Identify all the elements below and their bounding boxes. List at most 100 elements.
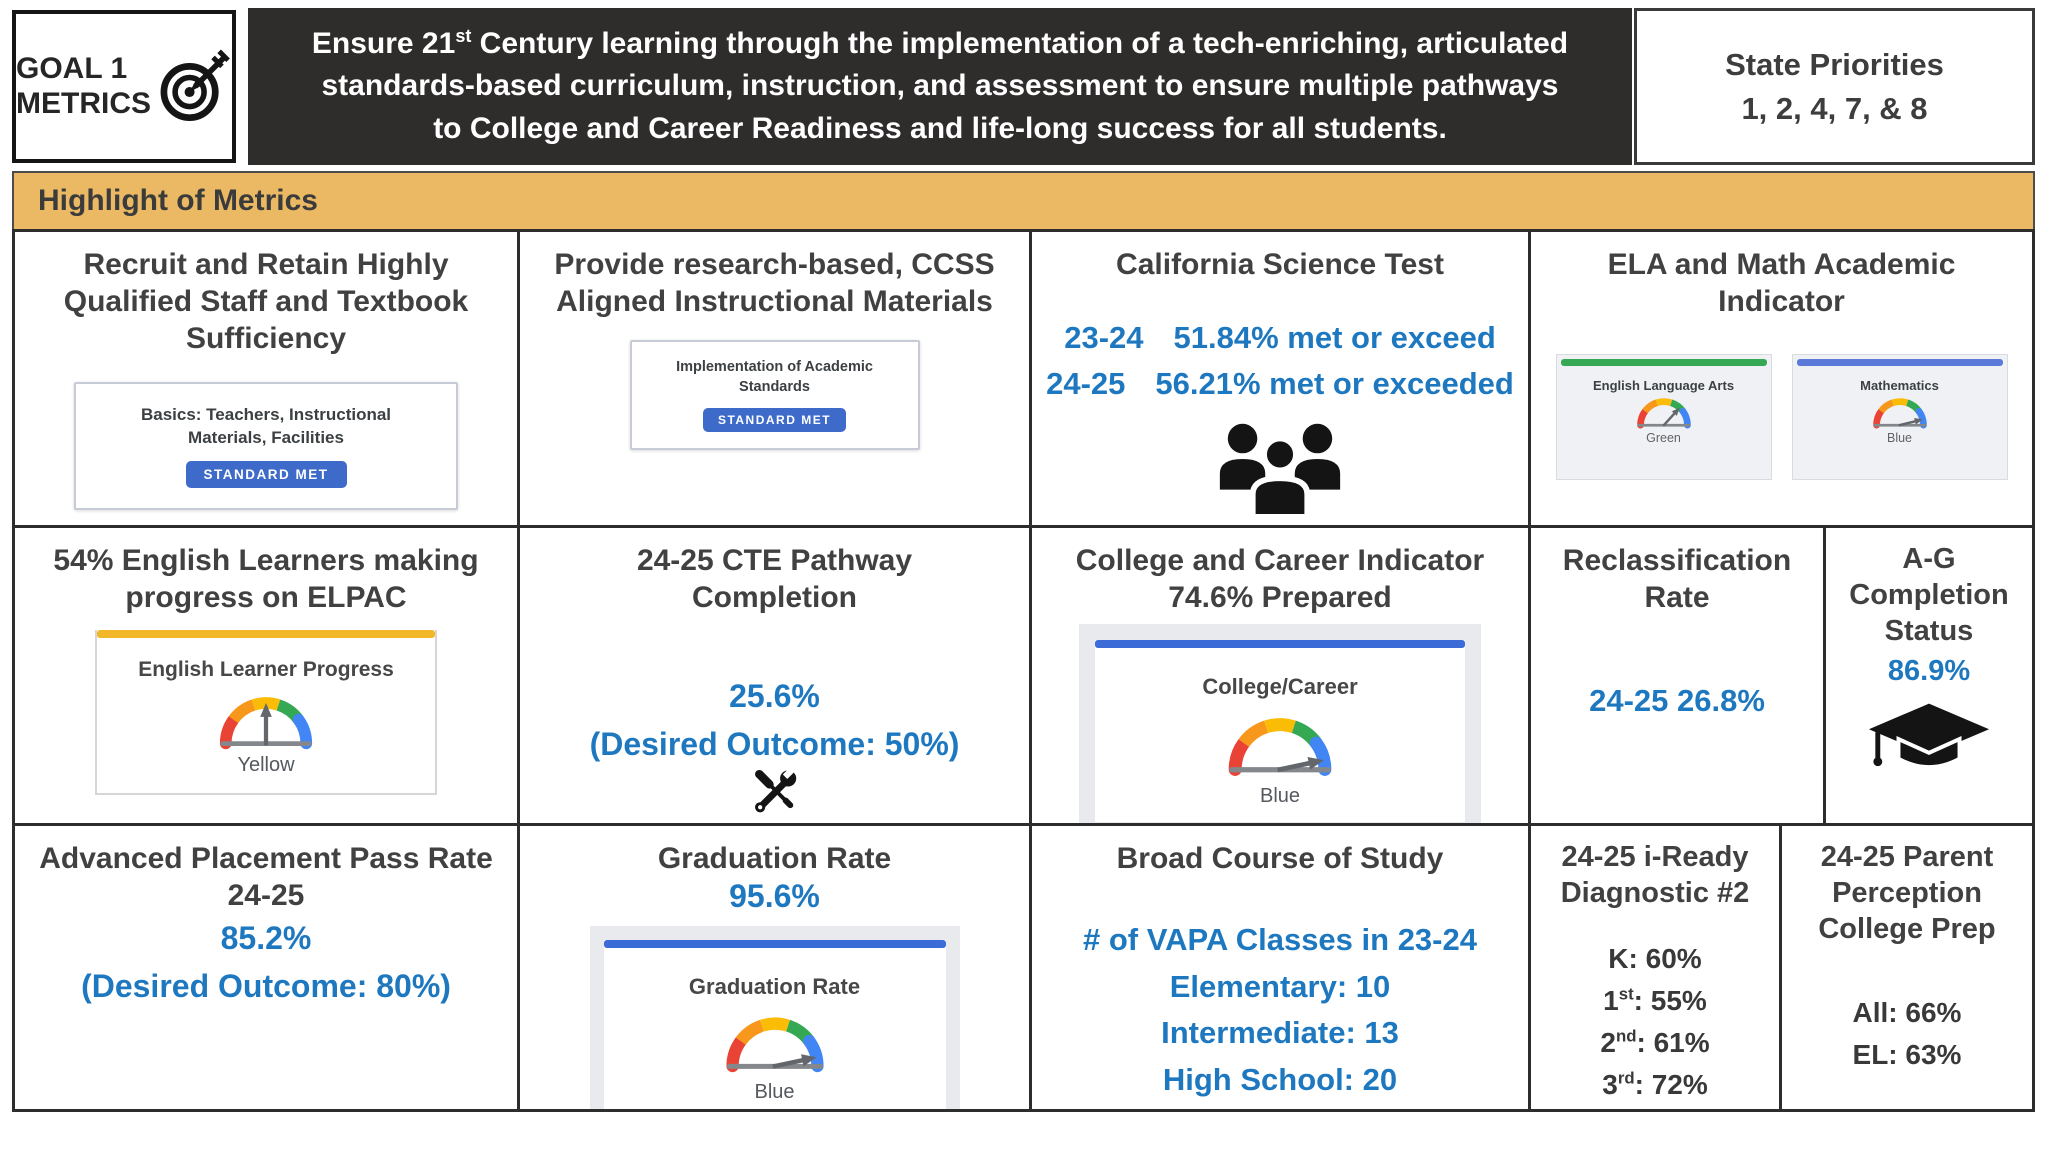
speedometer-gauge-icon [725,1017,824,1072]
goal-title: GOAL 1 METRICS [16,52,151,121]
college-career-gauge-card: College/Career [1095,640,1465,823]
metric-value: 95.6% [729,878,820,915]
metric-title: 24-25 CTE Pathway Completion [636,544,913,615]
goal-title-box: GOAL 1 METRICS [12,10,236,163]
gauge-title: Mathematics [1860,378,1939,394]
vapa-line: Elementary: 10 [1169,968,1391,1004]
metric-value: 24-25 26.8% [1589,683,1765,719]
gauge-title: English Language Arts [1592,378,1735,394]
cell-college-career-indicator: College and Career Indicator 74.6% Prepa… [1032,528,1531,823]
iready-row: 1st: 55% [1603,984,1707,1016]
metric-title: Advanced Placement Pass Rate 24-25 [39,842,493,913]
graduation-cap-icon [1868,703,1990,770]
metric-title: Provide research-based, CCSS Aligned Ins… [554,248,995,319]
metric-title: 24-25 i-Ready Diagnostic #2 [1560,841,1750,909]
metric-title: 54% English Learners making progress on … [53,544,479,615]
speedometer-gauge-icon [219,697,313,750]
goal-line1: GOAL 1 [16,52,128,85]
cell-graduation-rate: Graduation Rate 95.6% Graduation Rate [520,826,1032,1109]
indicator-color-bar [1095,640,1465,649]
crossed-tools-icon [754,765,796,813]
section-title: Highlight of Metrics [38,184,318,217]
standard-met-badge: STANDARD MET [702,407,847,432]
speedometer-gauge-icon [1872,398,1927,429]
metric-value: 86.9% [1887,654,1971,687]
metrics-row-1: Recruit and Retain Highly Qualified Staf… [15,232,2032,528]
card-text: Basics: Teachers, Instructional Material… [140,404,392,447]
college-career-gauge-panel: College/Career [1079,624,1481,823]
graduation-gauge-panel: Graduation Rate [589,925,960,1109]
iready-row: 2nd: 61% [1600,1026,1710,1058]
iready-row: K: 60% [1608,942,1702,974]
mission-statement: Ensure 21st Century learning through the… [248,8,1632,165]
section-header: Highlight of Metrics [12,171,2035,231]
metric-title: California Science Test [1116,248,1444,281]
cell-elpac-progress: 54% English Learners making progress on … [15,528,520,823]
perception-row: EL: 63% [1852,1038,1962,1070]
gauge-title: Graduation Rate [688,973,861,999]
cell-iready-diagnostic: 24-25 i-Ready Diagnostic #2 K: 60% 1st: … [1531,826,1782,1109]
metric-title: 24-25 Parent Perception College Prep [1818,841,1996,945]
metric-title: Broad Course of Study [1116,842,1444,875]
standard-met-card: Basics: Teachers, Instructional Material… [74,381,458,511]
gauge-color-label: Green [1646,431,1681,446]
elpac-gauge-card: English Learner Progress Yellow [95,630,437,796]
metric-title: Graduation Rate [657,842,892,875]
metric-value: 85.2% [220,920,312,957]
speedometer-gauge-icon [1636,398,1691,429]
cell-ela-math-indicator: ELA and Math Academic Indicator English … [1531,232,2032,525]
vapa-line: # of VAPA Classes in 23-24 [1083,922,1477,958]
metric-title: Recruit and Retain Highly Qualified Staf… [63,248,469,356]
metrics-table: Recruit and Retain Highly Qualified Staf… [12,229,2035,1112]
math-indicator-card: Mathematics [1791,354,2008,481]
goal-line2: METRICS [16,86,151,120]
dashboard-indicator-cards: English Language Arts [1555,354,2008,481]
standard-met-badge: STANDARD MET [185,461,347,489]
gauge-color-label: Blue [1886,431,1913,446]
math-color-bar [1796,359,2003,367]
iready-row: 3rd: 72% [1602,1068,1708,1100]
gauge-title: English Learner Progress [138,658,394,682]
state-priorities-values: 1, 2, 4, 7, & 8 [1741,90,1928,126]
iready-results: K: 60% 1st: 55% 2nd: 61% 3rd: 72% [1600,938,1709,1106]
desired-outcome: (Desired Outcome: 80%) [81,968,451,1005]
vapa-line: High School: 20 [1162,1061,1398,1097]
cell-ap-pass-rate: Advanced Placement Pass Rate 24-25 85.2%… [15,826,520,1109]
cell-ag-completion: A-G Completion Status 86.9% [1826,528,2032,823]
graduation-gauge-card: Graduation Rate [603,939,946,1109]
metric-title: Reclassification Rate [1562,544,1792,615]
cell-california-science-test: California Science Test 23-24 51.84% met … [1032,232,1531,525]
cell-staff-textbook: Recruit and Retain Highly Qualified Staf… [15,232,520,525]
metric-value: 25.6% [729,678,820,715]
state-priorities-title: State Priorities [1725,46,1944,82]
cell-instructional-materials: Provide research-based, CCSS Aligned Ins… [520,232,1032,525]
target-arrow-icon [160,49,230,121]
metric-title: A-G Completion Status [1849,543,2009,647]
metric-title: ELA and Math Academic Indicator [1607,248,1956,319]
metrics-row-2: 54% English Learners making progress on … [15,528,2032,826]
mission-text: Ensure 21st Century learning through the… [311,25,1569,145]
gauge-color-label: Blue [1259,785,1301,808]
elpac-color-bar [97,630,435,639]
vapa-line: Intermediate: 13 [1161,1015,1399,1051]
parent-perception-results: All: 66% EL: 63% [1853,992,1962,1076]
perception-row: All: 66% [1852,996,1962,1028]
metrics-row-3: Advanced Placement Pass Rate 24-25 85.2%… [15,826,2032,1109]
ela-color-bar [1560,359,1767,367]
standard-met-card: Implementation of Academic Standards STA… [629,340,920,450]
gauge-color-label: Yellow [237,754,295,777]
people-group-icon [1219,423,1341,519]
desired-outcome: (Desired Outcome: 50%) [589,726,960,763]
gauge-color-label: Blue [754,1080,795,1103]
metric-title: College and Career Indicator 74.6% Prepa… [1075,544,1485,615]
speedometer-gauge-icon [1228,718,1332,777]
cell-reclassification-rate: Reclassification Rate 24-25 26.8% [1531,528,1826,823]
cst-row: 23-24 51.84% met or exceed [1064,320,1496,356]
gauge-title: College/Career [1202,674,1358,700]
ela-indicator-card: English Language Arts [1555,354,1772,481]
indicator-color-bar [603,939,946,948]
vapa-stats: # of VAPA Classes in 23-24 Elementary: 1… [1083,917,1477,1103]
cell-parent-perception: 24-25 Parent Perception College Prep All… [1782,826,2032,1109]
card-text: Implementation of Academic Standards [676,359,873,395]
